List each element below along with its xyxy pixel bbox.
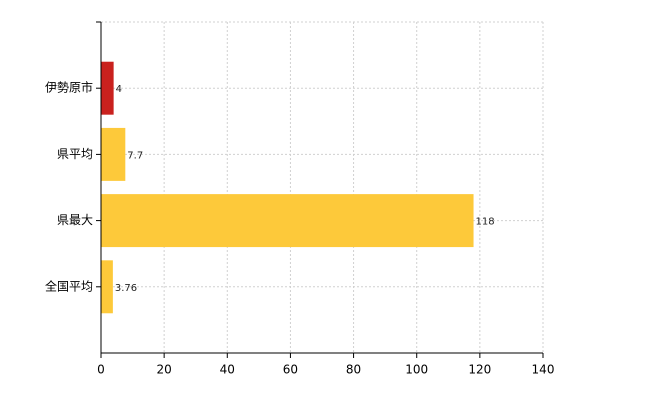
bar	[101, 61, 114, 115]
value-label: 4	[116, 84, 122, 95]
y-tick-label: 全国平均	[45, 278, 93, 293]
value-label: 7.7	[127, 150, 143, 161]
y-tick-label: 県最大	[57, 213, 93, 227]
bar	[101, 260, 113, 314]
value-label: 3.76	[115, 283, 137, 294]
x-tick-label: 140	[532, 363, 555, 377]
x-tick-label: 20	[157, 363, 172, 377]
x-tick-label: 40	[220, 363, 235, 377]
bar	[101, 127, 126, 181]
x-tick-label: 100	[405, 363, 428, 377]
bar	[101, 194, 474, 248]
x-tick-label: 120	[468, 363, 491, 377]
y-tick-label: 県平均	[57, 147, 93, 161]
x-tick-label: 0	[97, 363, 105, 377]
x-tick-label: 60	[283, 363, 298, 377]
value-label: 118	[476, 217, 495, 228]
y-tick-label: 伊勢原市	[45, 80, 93, 95]
x-tick-label: 80	[346, 363, 361, 377]
